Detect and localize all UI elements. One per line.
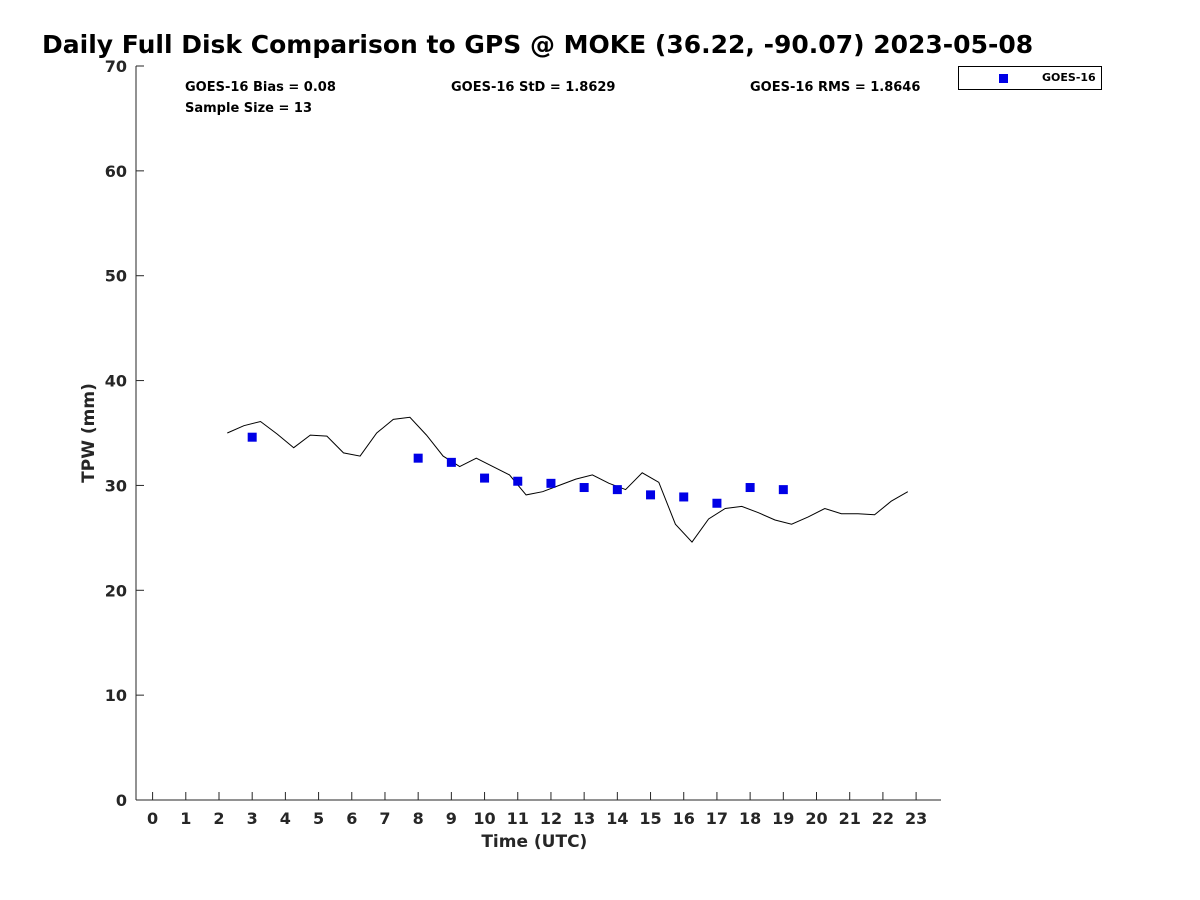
gps-line-series: [227, 416, 909, 543]
x-tick-label: 16: [673, 809, 695, 828]
y-tick-label: 70: [105, 57, 127, 76]
y-tick-label: 20: [105, 581, 127, 600]
legend-marker-square: [999, 74, 1008, 83]
x-tick-label: 9: [446, 809, 457, 828]
x-tick-label: 20: [805, 809, 827, 828]
x-tick-label: 5: [313, 809, 324, 828]
x-tick-label: 11: [507, 809, 529, 828]
goes16-point: [745, 483, 755, 493]
goes16-point: [579, 483, 589, 493]
x-ticks: 0 1 2 3 4 5 6 7 8 9 10 11 12 13 14 15 16 17 18 19 20 21 22 23: [147, 792, 927, 828]
goes16-point: [712, 498, 722, 508]
goes16-point: [546, 478, 556, 488]
x-tick-label: 3: [247, 809, 258, 828]
y-tick-label: 50: [105, 267, 127, 286]
rms-stat: GOES-16 RMS = 1.8646: [750, 80, 921, 95]
y-tick-label: 60: [105, 162, 127, 181]
y-axis-label: TPW (mm): [79, 383, 99, 483]
x-axis-label: Time (UTC): [481, 832, 587, 852]
y-tick-label: 30: [105, 476, 127, 495]
x-tick-label: 10: [473, 809, 495, 828]
x-tick-label: 0: [147, 809, 158, 828]
y-ticks: 0 10 20 30 40 50 60 70: [105, 57, 144, 810]
goes16-point: [446, 457, 456, 467]
x-tick-label: 1: [180, 809, 191, 828]
x-tick-label: 7: [379, 809, 390, 828]
x-tick-label: 4: [280, 809, 291, 828]
x-tick-label: 18: [739, 809, 761, 828]
x-tick-label: 19: [772, 809, 794, 828]
x-tick-label: 22: [872, 809, 894, 828]
x-tick-label: 15: [639, 809, 661, 828]
x-tick-label: 12: [540, 809, 562, 828]
x-tick-label: 6: [346, 809, 357, 828]
gps-tpw-line: [227, 416, 909, 543]
y-tick-label: 10: [105, 686, 127, 705]
x-tick-label: 23: [905, 809, 927, 828]
y-tick-label: 0: [116, 791, 127, 810]
legend: GOES-16: [958, 66, 1102, 90]
x-tick-label: 13: [573, 809, 595, 828]
goes16-point: [778, 485, 788, 495]
goes16-point: [679, 492, 689, 502]
std-stat: GOES-16 StD = 1.8629: [451, 80, 616, 95]
x-tick-label: 8: [413, 809, 424, 828]
goes16-point: [247, 432, 257, 442]
goes16-points: [247, 432, 788, 508]
chart-title: Daily Full Disk Comparison to GPS @ MOKE…: [42, 30, 1034, 59]
x-tick-label: 14: [606, 809, 628, 828]
bias-stat: GOES-16 Bias = 0.08: [185, 80, 336, 95]
goes16-point: [646, 490, 656, 500]
goes16-point: [480, 473, 490, 483]
sample-size-stat: Sample Size = 13: [185, 101, 313, 116]
x-tick-label: 21: [839, 809, 861, 828]
goes16-point: [413, 453, 423, 463]
x-tick-label: 17: [706, 809, 728, 828]
y-tick-label: 40: [105, 372, 127, 391]
goes16-point: [513, 476, 523, 486]
legend-label: GOES-16: [1042, 71, 1096, 84]
axes: [135, 66, 941, 801]
x-tick-label: 2: [213, 809, 224, 828]
goes16-point: [612, 485, 622, 495]
